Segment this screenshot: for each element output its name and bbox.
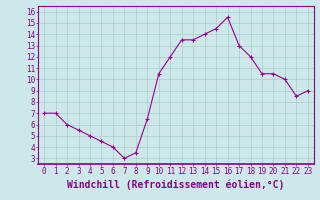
X-axis label: Windchill (Refroidissement éolien,°C): Windchill (Refroidissement éolien,°C) <box>67 179 285 190</box>
